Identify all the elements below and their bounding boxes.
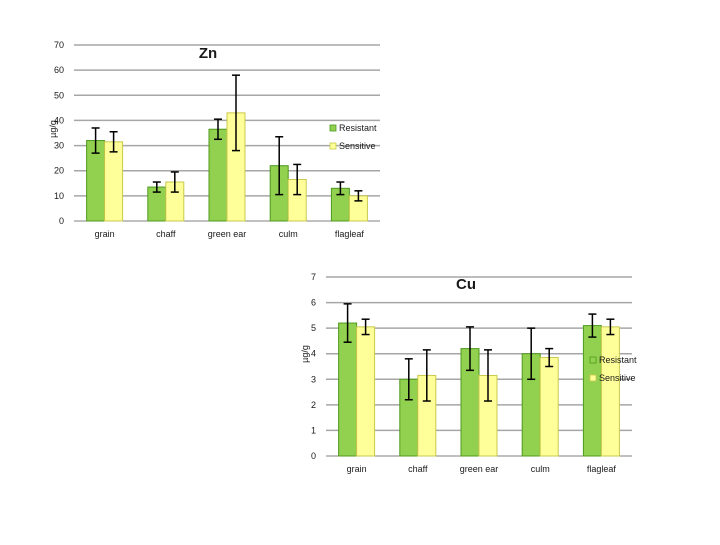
zn-x-tick-label: green ear bbox=[208, 229, 247, 239]
zn-x-tick-label: grain bbox=[95, 229, 115, 239]
zn-chart: 0 10 20 30 40 50 60 70 grain chaff green ear culm fl… bbox=[48, 40, 380, 239]
cu-x-tick-label: chaff bbox=[408, 464, 428, 474]
zn-y-tick-label: 60 bbox=[54, 65, 64, 75]
zn-x-tick-label: chaff bbox=[156, 229, 176, 239]
cu-y-tick-label: 4 bbox=[311, 349, 316, 359]
cu-bar-sensitive-culm bbox=[539, 357, 559, 457]
cu-y-tick-label: 6 bbox=[311, 298, 316, 308]
cu-chart: 0 1 2 3 4 5 6 7 grain chaff green ear culm flagleaf C… bbox=[300, 272, 637, 474]
cu-bar-resistant-grain bbox=[338, 322, 358, 457]
zn-y-axis-label: µg/g bbox=[48, 120, 58, 138]
zn-y-tick-label: 30 bbox=[54, 141, 64, 151]
cu-y-tick-label: 2 bbox=[311, 400, 316, 410]
zn-bar-resistant-green-ear bbox=[208, 128, 228, 222]
cu-bar-sensitive-grain bbox=[356, 326, 376, 457]
cu-x-tick-label: grain bbox=[347, 464, 367, 474]
cu-x-tick-label: culm bbox=[531, 464, 550, 474]
cu-bar-sensitive-flagleaf bbox=[600, 326, 620, 457]
zn-x-tick-label: culm bbox=[279, 229, 298, 239]
cu-y-tick-label: 1 bbox=[311, 425, 316, 435]
zn-y-tick-label: 10 bbox=[54, 191, 64, 201]
cu-bar-resistant-flagleaf bbox=[582, 325, 602, 457]
zn-legend-label-sensitive: Sensitive bbox=[339, 141, 376, 151]
zn-x-tick-label: flagleaf bbox=[335, 229, 365, 239]
zn-y-tick-label: 20 bbox=[54, 166, 64, 176]
zn-legend-label-resistant: Resistant bbox=[339, 123, 377, 133]
zn-legend-swatch-resistant bbox=[329, 124, 337, 132]
cu-x-tick-label: green ear bbox=[460, 464, 499, 474]
cu-y-tick-label: 0 bbox=[311, 451, 316, 461]
zn-legend-swatch-sensitive bbox=[329, 142, 337, 150]
cu-y-tick-label: 7 bbox=[311, 272, 316, 282]
zn-y-tick-label: 50 bbox=[54, 90, 64, 100]
cu-y-tick-label: 3 bbox=[311, 374, 316, 384]
cu-chart-title: Cu bbox=[456, 276, 476, 293]
cu-y-tick-label: 5 bbox=[311, 323, 316, 333]
cu-legend-swatch-resistant bbox=[589, 356, 597, 364]
zn-chart-title: Zn bbox=[199, 45, 217, 62]
zn-y-tick-label: 0 bbox=[59, 216, 64, 226]
zn-y-tick-label: 40 bbox=[54, 115, 64, 125]
cu-x-tick-label: flagleaf bbox=[587, 464, 617, 474]
cu-legend-label-sensitive: Sensitive bbox=[599, 373, 636, 383]
zn-bar-sensitive-grain bbox=[104, 141, 124, 222]
cu-y-axis-label: µg/g bbox=[300, 345, 310, 363]
cu-legend-label-resistant: Resistant bbox=[599, 355, 637, 365]
zn-y-tick-label: 70 bbox=[54, 40, 64, 50]
cu-legend-swatch-sensitive bbox=[589, 374, 597, 382]
